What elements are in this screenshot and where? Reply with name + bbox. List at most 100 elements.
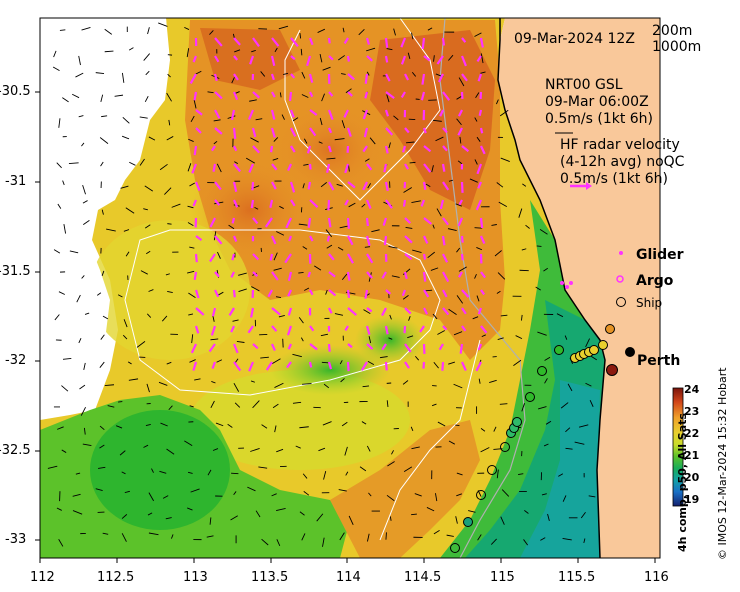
hf-radar-arrow [289, 109, 295, 118]
current-arrow [59, 29, 66, 31]
hf-radar-arrow [309, 325, 315, 332]
hf-radar-arrow [195, 127, 202, 134]
current-arrow [493, 426, 497, 432]
x-tick: 114 [336, 570, 361, 585]
hf-radar-arrow [191, 163, 198, 174]
current-arrow [187, 222, 194, 227]
current-arrow [147, 27, 150, 35]
hf-radar-arrow [381, 271, 387, 279]
current-arrow [500, 314, 508, 317]
current-arrow [95, 488, 103, 492]
current-arrow [63, 224, 67, 234]
y-tick: -30.5 [0, 84, 31, 99]
current-arrow [165, 517, 172, 520]
current-arrow [166, 136, 174, 141]
hf-radar-arrow [248, 163, 255, 173]
current-arrow [122, 334, 128, 340]
y-tick: -33 [5, 532, 27, 547]
hf-radar-arrow [288, 91, 293, 102]
hf-radar-arrow [271, 271, 279, 281]
current-arrow [326, 157, 336, 160]
current-arrow [480, 53, 484, 64]
hf-radar-arrow [365, 235, 371, 246]
current-arrow [565, 427, 571, 433]
hf-radar-arrow [230, 325, 236, 333]
hf-radar-arrow [214, 109, 221, 119]
current-arrow [436, 208, 442, 217]
hf-radar-arrow [270, 127, 276, 138]
current-arrow [231, 472, 239, 475]
current-arrow [251, 286, 260, 292]
current-arrow [82, 200, 88, 204]
current-arrow [101, 209, 104, 215]
hf-radar-arrow [232, 199, 239, 208]
current-arrow [83, 362, 86, 370]
current-arrow [515, 335, 523, 340]
current-arrow [158, 22, 168, 27]
current-arrow [160, 422, 168, 427]
hf-radar-arrow [306, 55, 312, 67]
current-arrow [456, 118, 462, 126]
current-arrow [393, 115, 399, 121]
current-arrow [432, 313, 438, 320]
current-arrow [457, 160, 463, 165]
current-arrow [125, 251, 130, 257]
current-arrow [292, 117, 299, 122]
isobath-1000m [284, 18, 441, 201]
y-tick: -32.5 [0, 443, 31, 458]
hf-radar-arrow [365, 199, 372, 210]
current-arrow [279, 92, 282, 98]
current-arrow [261, 538, 269, 546]
hf-radar-arrow [193, 271, 198, 281]
current-arrow [245, 157, 255, 164]
current-arrow [474, 32, 482, 37]
current-arrow [143, 53, 150, 61]
hf-radar-arrow [366, 343, 374, 350]
current-arrow [129, 161, 136, 166]
current-arrow [491, 224, 497, 226]
current-arrow [411, 446, 420, 450]
hf-radar-arrow [441, 235, 446, 246]
hf-radar-arrow [461, 307, 467, 315]
current-arrow [292, 401, 302, 404]
hf-radar-arrow [308, 163, 312, 170]
current-arrow [364, 158, 370, 162]
current-arrow [99, 137, 109, 144]
current-arrow [558, 473, 564, 477]
hf-radar-arrow [404, 343, 412, 353]
hf-radar-arrow [308, 37, 314, 46]
current-arrow [119, 450, 126, 456]
current-arrow [304, 287, 310, 291]
hf-radar-arrow [382, 217, 388, 226]
current-arrow [337, 247, 344, 251]
current-arrow [210, 338, 219, 341]
colorbar-tick: 22 [684, 427, 700, 440]
current-arrow [102, 315, 109, 320]
current-arrow [497, 337, 504, 340]
current-arrow [140, 270, 148, 275]
current-arrow [472, 316, 479, 320]
hf-radar-arrow [460, 253, 464, 261]
hf-radar-arrow [423, 289, 430, 298]
current-arrow [448, 54, 454, 61]
current-arrow [144, 96, 149, 103]
current-arrow [588, 495, 596, 498]
hf-radar-arrow [210, 325, 217, 336]
current-arrow [385, 532, 387, 540]
current-arrow [100, 161, 104, 167]
current-arrow [167, 223, 172, 225]
current-arrow [68, 162, 79, 164]
current-arrow [56, 162, 62, 169]
current-arrow [210, 400, 215, 409]
current-arrow [143, 208, 148, 211]
current-arrow [273, 252, 278, 261]
hf-radar-arrow [347, 253, 354, 264]
legend-ship: Ship [636, 296, 663, 310]
current-arrow [71, 93, 80, 99]
current-arrow [379, 356, 388, 359]
hf-radar-arrow [442, 91, 451, 101]
current-arrow [56, 507, 62, 511]
hf-radar-arrow [366, 271, 373, 279]
sst-green-patch [355, 315, 425, 365]
current-arrow [345, 88, 352, 94]
